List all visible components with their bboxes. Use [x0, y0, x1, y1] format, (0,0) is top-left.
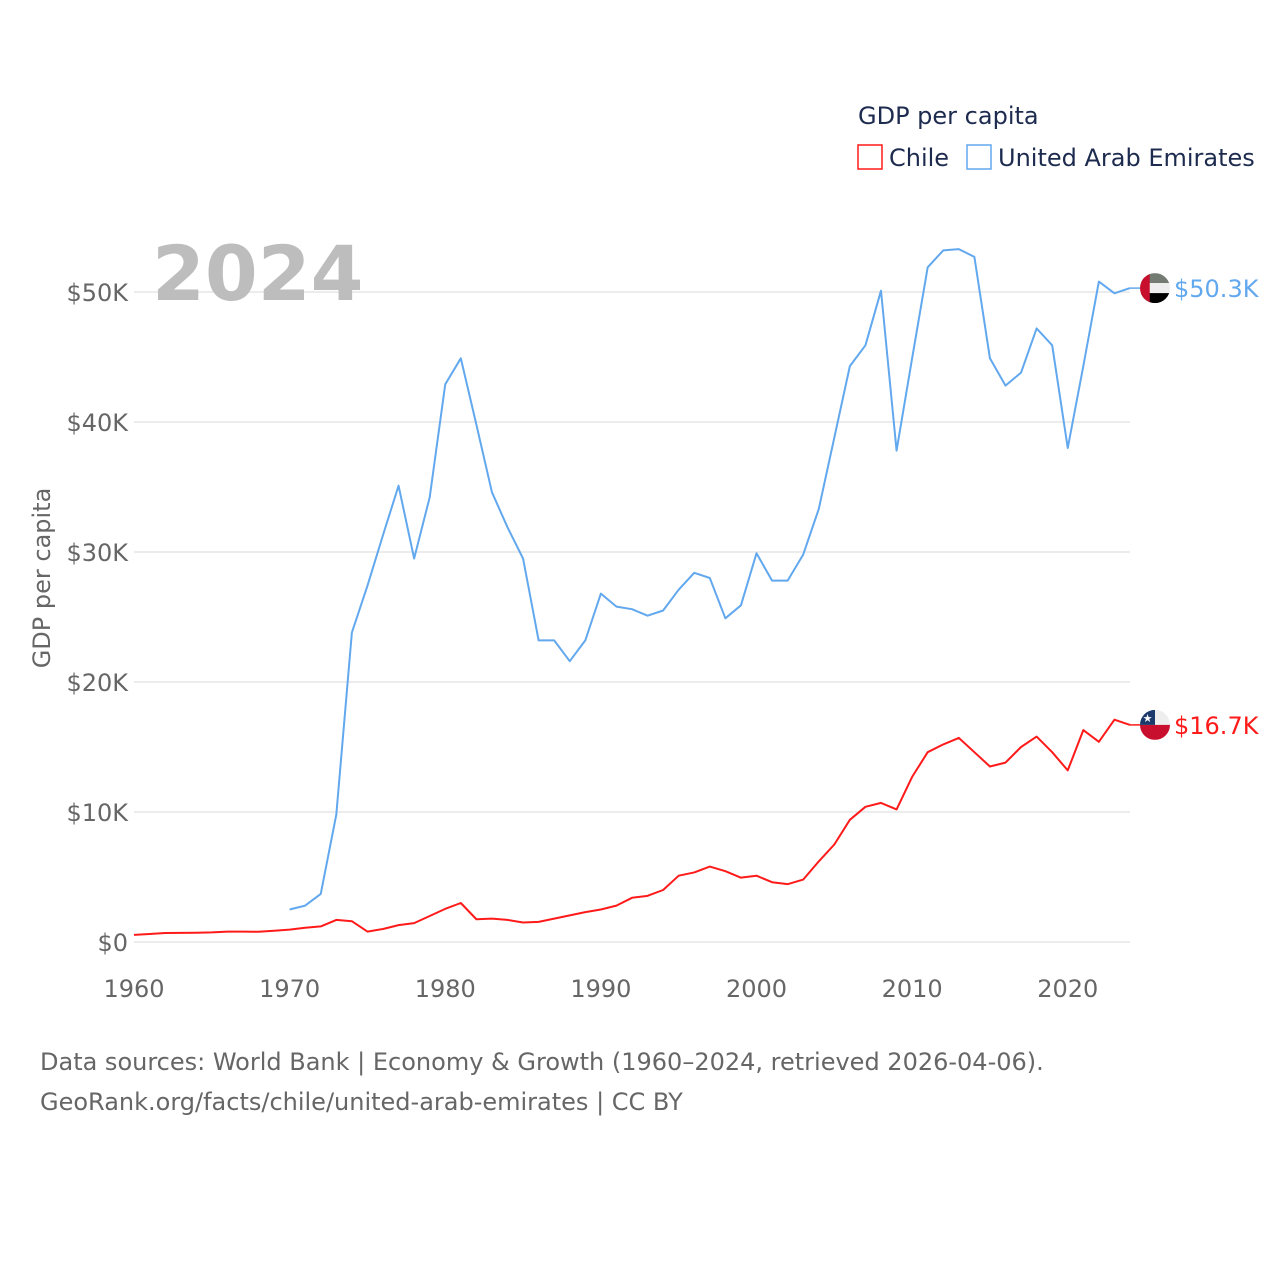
series-lines	[133, 248, 1131, 936]
y-tick-label: $10K	[66, 799, 129, 827]
y-tick-label: $20K	[66, 669, 129, 697]
x-tick-label: 1990	[570, 975, 631, 1003]
y-tick-label: $0	[97, 929, 128, 957]
x-tick-label: 1980	[415, 975, 476, 1003]
x-tick-label: 1960	[103, 975, 164, 1003]
legend-title: GDP per capita	[858, 102, 1039, 130]
legend-item-uae[interactable]: United Arab Emirates	[966, 144, 1255, 172]
legend-label-uae: United Arab Emirates	[998, 144, 1255, 172]
x-axis-ticks: 1960 1970 1980 1990 2000 2010 2020	[103, 975, 1098, 1003]
legend-item-chile[interactable]: Chile	[857, 144, 949, 172]
y-tick-label: $30K	[66, 539, 129, 567]
legend-swatch-chile	[857, 144, 883, 170]
y-axis-label: GDP per capita	[28, 488, 56, 669]
legend-label-chile: Chile	[889, 144, 949, 172]
x-tick-label: 2020	[1037, 975, 1098, 1003]
y-axis-ticks: $0 $10K $20K $30K $40K $50K	[66, 279, 129, 957]
end-value-label: $16.7K	[1174, 712, 1260, 740]
grid-lines	[134, 291, 1130, 943]
footer-link[interactable]: GeoRank.org/facts/chile/united-arab-emir…	[40, 1088, 683, 1116]
uae-flag-icon	[1140, 273, 1170, 304]
x-tick-label: 2000	[726, 975, 787, 1003]
footer: Data sources: World Bank | Economy & Gro…	[40, 1042, 1044, 1122]
footer-sources: Data sources: World Bank | Economy & Gro…	[40, 1048, 1044, 1076]
series-line-chile	[133, 718, 1131, 936]
end-markers: ★ $16.7K $50.3K	[1130, 273, 1260, 740]
end-value-label: $50.3K	[1174, 275, 1260, 303]
svg-text:★: ★	[1143, 713, 1153, 725]
chile-flag-icon: ★	[1140, 709, 1170, 740]
y-tick-label: $40K	[66, 409, 129, 437]
series-line-uae	[289, 248, 1131, 911]
legend-swatch-uae	[966, 144, 992, 170]
y-tick-label: $50K	[66, 279, 129, 307]
x-tick-label: 2010	[882, 975, 943, 1003]
x-tick-label: 1970	[259, 975, 320, 1003]
year-label: 2024	[152, 229, 364, 318]
